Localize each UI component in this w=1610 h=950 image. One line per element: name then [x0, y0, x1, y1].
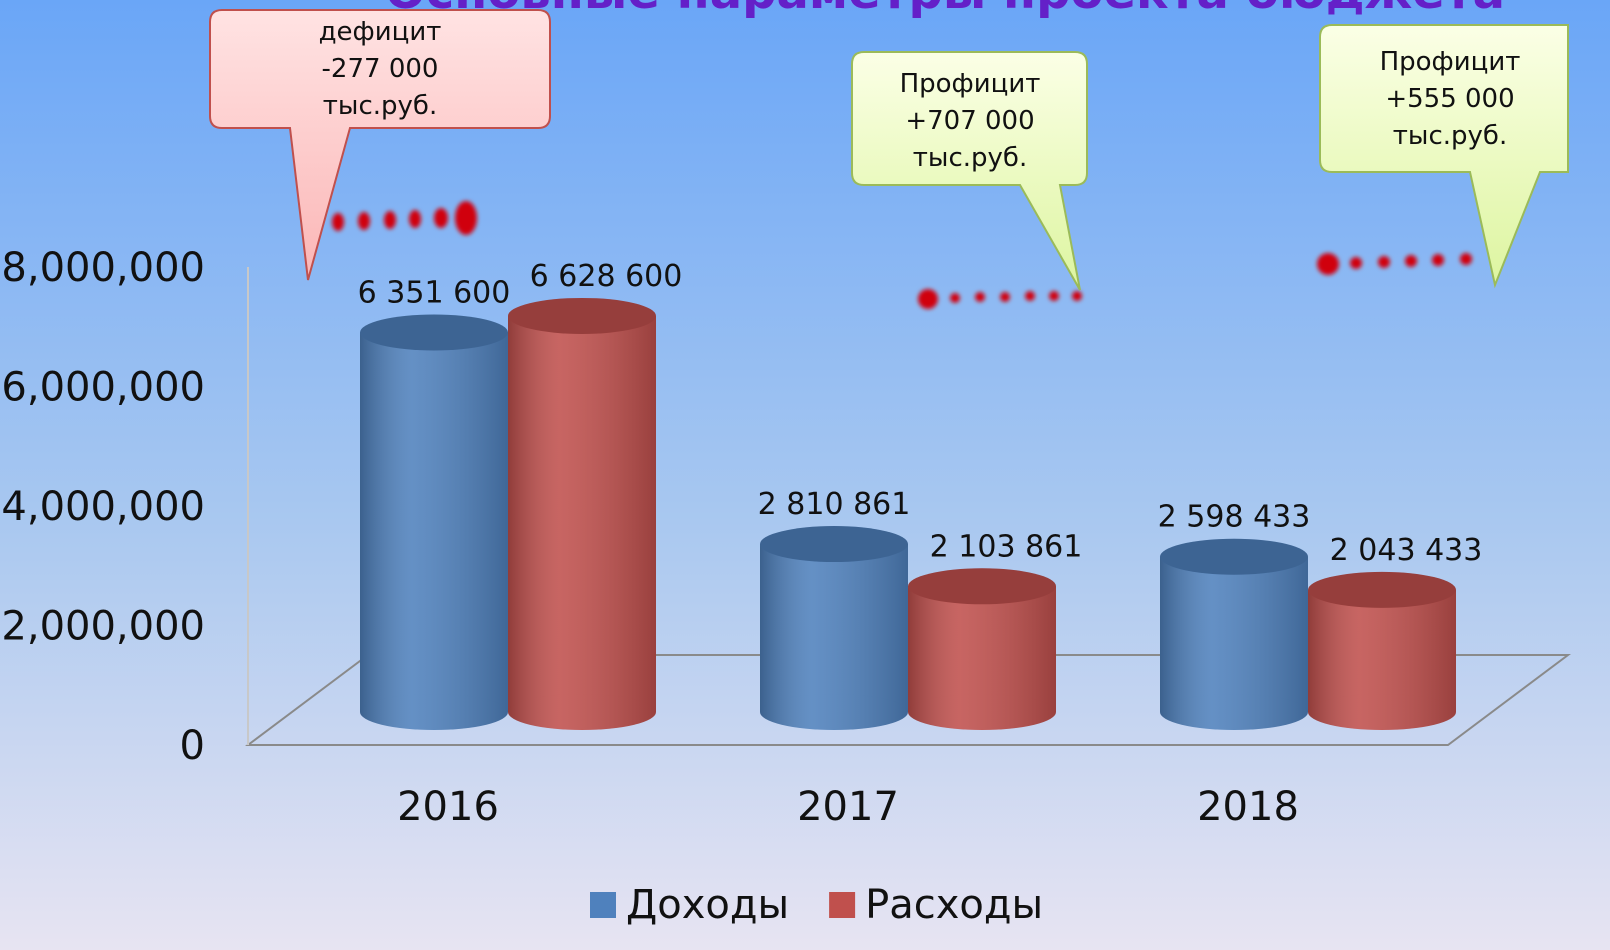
x-tick-label: 2017 — [797, 784, 899, 830]
plot: 0 2,000,000 4,000,000 6,000,000 8,000,000 201… — [1, 245, 1482, 928]
legend-label: Расходы — [865, 882, 1043, 928]
value-label: 6 351 600 — [358, 275, 511, 310]
chart-title: Основные параметры проекта бюджета — [385, 0, 1505, 20]
y-tick-label: 8,000,000 — [1, 245, 205, 291]
annotation-text: дефицит — [319, 17, 442, 47]
bar-top — [1308, 571, 1456, 608]
callout — [1319, 24, 1569, 289]
callout — [851, 51, 1088, 291]
callout — [209, 9, 551, 281]
annotation-text: -277 000 — [322, 54, 439, 84]
annotations: дефицит -277 000 тыс.руб. Профицит +707 000 т… — [319, 17, 1521, 173]
bar-top-shade — [508, 297, 656, 334]
value-label: 2 810 861 — [758, 487, 911, 522]
bar-top-shade — [760, 526, 908, 563]
annotation-text: Профицит — [900, 69, 1041, 99]
bar-top — [908, 568, 1056, 605]
legend-swatch — [829, 892, 856, 918]
bar-top-shade — [360, 314, 508, 351]
value-label: 6 628 600 — [530, 259, 683, 294]
annotation-text: тыс.руб. — [913, 143, 1027, 173]
bar-top — [360, 314, 508, 351]
annotation-text: тыс.руб. — [1393, 121, 1507, 151]
bar-top — [508, 297, 656, 334]
y-tick-label: 2,000,000 — [1, 604, 205, 650]
annotation-text: +707 000 — [905, 106, 1034, 136]
bar-shade — [1160, 556, 1308, 730]
bar-top — [760, 526, 908, 563]
bar-top-shade — [908, 568, 1056, 605]
x-tick-label: 2018 — [1197, 784, 1299, 830]
bar-shade — [1308, 589, 1456, 730]
bar-top-shade — [1308, 571, 1456, 608]
y-tick-label: 6,000,000 — [1, 365, 205, 411]
bar-top-shade — [1160, 538, 1308, 575]
bar-top — [1160, 538, 1308, 575]
legend-label: Доходы — [626, 882, 789, 928]
value-label: 2 103 861 — [930, 529, 1083, 564]
value-label: 2 598 433 — [1158, 500, 1311, 535]
bar-shade — [360, 332, 508, 730]
value-label: 2 043 433 — [1330, 533, 1483, 568]
annotation-text: Профицит — [1380, 47, 1521, 77]
x-tick-label: 2016 — [397, 784, 499, 830]
bar-shade — [908, 586, 1056, 730]
legend-swatch — [590, 892, 616, 918]
y-tick-label: 4,000,000 — [1, 484, 205, 530]
floor — [245, 654, 1571, 746]
y-tick-label: 0 — [180, 723, 205, 769]
annotation-text: +555 000 — [1385, 84, 1514, 114]
bar-shade — [760, 544, 908, 730]
annotation-text: тыс.руб. — [323, 91, 437, 121]
bar-shade — [508, 315, 656, 730]
